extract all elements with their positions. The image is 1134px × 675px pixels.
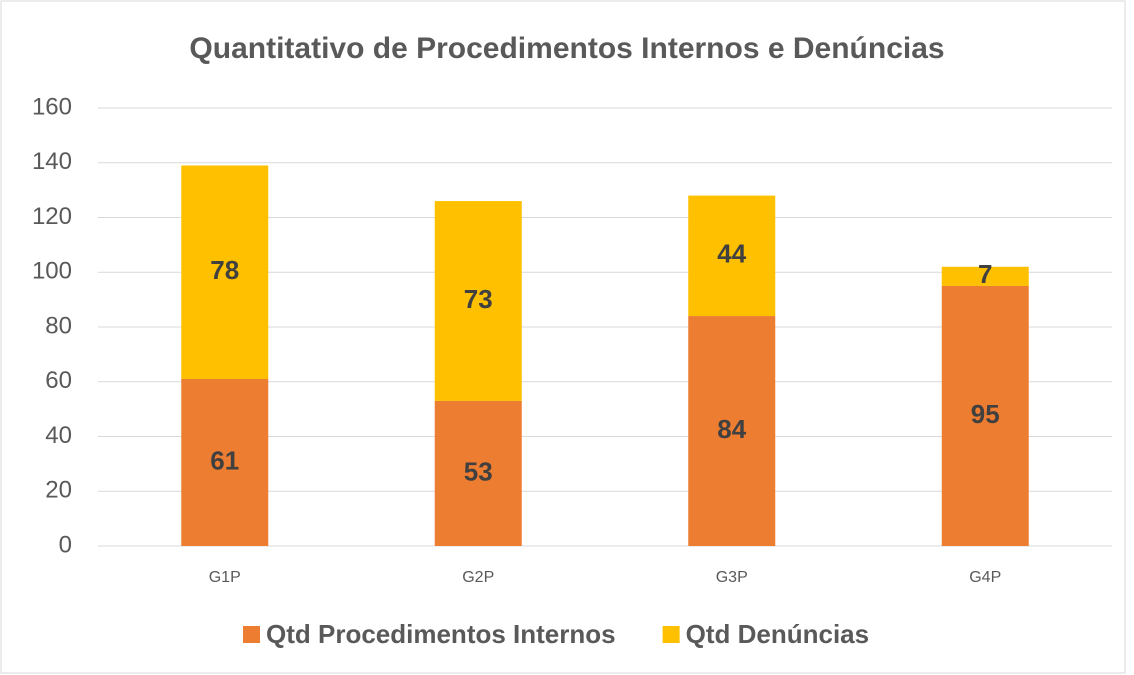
bar-segment [688,195,776,317]
y-tick-label: 100 [32,258,72,285]
y-tick-label: 40 [45,422,72,449]
data-label: 78 [210,255,239,285]
data-label: 84 [717,414,746,444]
bar-segment [941,266,1029,286]
data-label: 61 [210,445,239,475]
legend-label: Qtd Procedimentos Internos [266,619,616,649]
y-tick-label: 20 [45,477,72,504]
y-tick-label: 140 [32,148,72,175]
data-label: 44 [717,239,746,269]
bar-segment [941,285,1029,546]
y-tick-label: 60 [45,367,72,394]
y-tick-label: 0 [59,531,72,558]
legend-label: Qtd Denúncias [686,619,869,649]
bar-segment [688,316,776,546]
x-tick-label: G3P [716,569,748,586]
y-tick-label: 120 [32,203,72,230]
chart-title: Quantitativo de Procedimentos Internos e… [189,32,944,65]
data-label: 7 [978,259,992,289]
y-tick-label: 80 [45,312,72,339]
data-label: 73 [464,284,493,314]
x-tick-label: G1P [209,569,241,586]
data-label: 53 [464,456,493,486]
legend-swatch [243,626,260,643]
bar-segment [434,201,522,401]
legend-swatch [662,626,680,643]
bar-segment [434,400,522,546]
bar-segment [181,165,269,380]
data-label: 95 [971,399,1000,429]
x-tick-label: G4P [969,569,1001,586]
bar-segment [181,379,269,546]
y-tick-label: 160 [32,93,72,120]
x-tick-label: G2P [462,569,494,586]
